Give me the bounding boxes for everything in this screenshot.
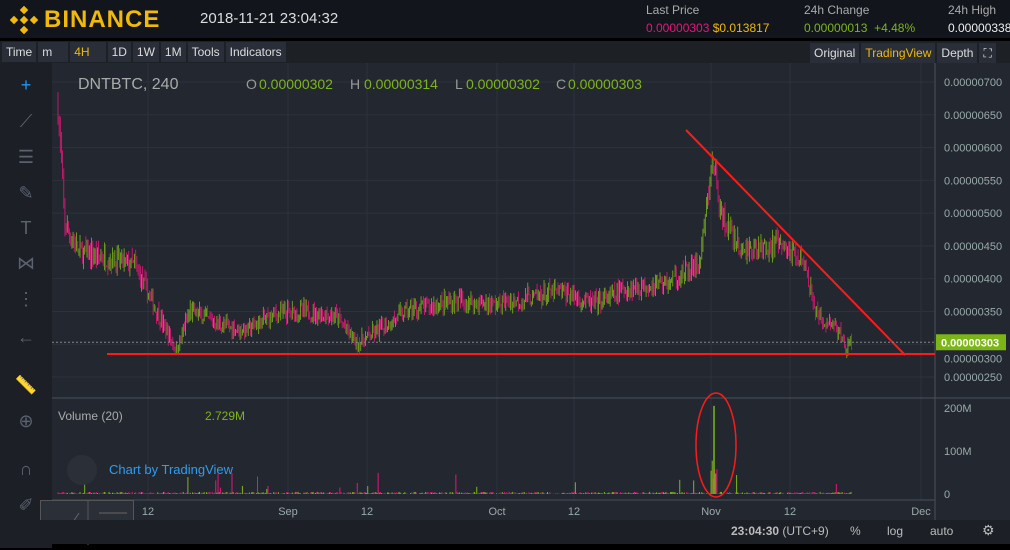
lock-icon[interactable]: ✐ — [18, 495, 34, 515]
time-tick-label: Sep — [278, 506, 298, 518]
binance-diamond-icon — [10, 6, 38, 34]
ohlc-legend: DNTBTC, 240 O 0.00000302 H 0.00000314 L 0.0000… — [78, 76, 642, 93]
chart-area[interactable]: 0.00000700 0.00000650 0.00000600 0.00000550… — [0, 63, 1010, 520]
highlight-ellipse — [695, 392, 737, 498]
price-tick-label: 0.00000550 — [944, 175, 1002, 187]
high-stat: 24h High 0.00000338 — [948, 3, 1010, 35]
price-tick-label: 0.00000650 — [944, 110, 1002, 122]
time-tick-label: 12 — [568, 506, 580, 518]
change-label: 24h Change — [804, 3, 870, 17]
pattern-icon[interactable]: ⋈ — [17, 253, 35, 273]
toolbar-m-button[interactable]: m — [38, 42, 69, 62]
price-tick-label: 0.00000700 — [944, 77, 1002, 89]
volume-tick-label: 200M — [944, 403, 972, 415]
chart-toolbar: Time m 4H 1D 1W 1M Tools Indicators Original Trad… — [0, 41, 1010, 63]
high-label: 24h High — [948, 3, 997, 17]
time-tick-label: 12 — [361, 506, 373, 518]
price-tick-label: 0.00000400 — [944, 274, 1002, 286]
prediction-icon[interactable]: ⋮ — [17, 289, 35, 309]
auto-toggle[interactable]: auto — [930, 524, 954, 538]
brush-icon[interactable]: ✎ — [18, 183, 34, 203]
view-tradingview-button[interactable]: TradingView — [861, 43, 936, 63]
magnet-icon[interactable]: ∩ — [19, 459, 33, 479]
view-switcher: Original TradingView Depth ⛶ — [810, 42, 996, 63]
tradingview-logo-icon — [67, 455, 97, 485]
server-time: 2018-11-21 23:04:32 — [200, 10, 339, 27]
arrow-left-icon[interactable]: ← — [17, 327, 35, 347]
legend-hv: 0.00000314 — [364, 76, 438, 92]
legend-o: O — [246, 76, 257, 92]
price-tick-label: 0.00000600 — [944, 143, 1002, 155]
legend-lv: 0.00000302 — [466, 76, 540, 92]
change-value: 0.00000013 — [804, 21, 868, 35]
ruler-icon[interactable]: 📏 — [14, 375, 38, 395]
change-pct: +4.48% — [874, 21, 916, 35]
toolbar-indicators-button[interactable]: Indicators — [225, 42, 286, 62]
legend-h: H — [350, 76, 360, 92]
last-price-tag-label: 0.00000303 — [941, 337, 999, 349]
toolbar-1w-button[interactable]: 1W — [132, 42, 159, 62]
toolbar-time-button[interactable]: Time — [2, 42, 37, 62]
high-value: 0.00000338 — [948, 21, 1010, 35]
volume-tick-label: 100M — [944, 446, 972, 458]
legend-c: C — [556, 76, 566, 92]
time-tick-label: 12 — [142, 506, 154, 518]
time-tick-label: Oct — [488, 506, 505, 518]
view-original-button[interactable]: Original — [810, 43, 860, 63]
trendline-icon[interactable]: ⟋ — [19, 111, 33, 131]
fullscreen-icon[interactable]: ⛶ — [979, 43, 996, 63]
zoom-in-icon[interactable]: ⊕ — [18, 411, 34, 431]
fib-icon[interactable]: ☰ — [17, 147, 35, 167]
price-tick-label: 0.00000250 — [944, 372, 1002, 384]
view-depth-button[interactable]: Depth — [937, 43, 978, 63]
crosshair-icon[interactable]: + — [20, 75, 32, 95]
last-price-label: Last Price — [646, 3, 700, 17]
binance-logo[interactable]: BINANCE — [10, 6, 160, 34]
percent-toggle[interactable]: % — [850, 524, 861, 538]
toolbar-4h-button[interactable]: 4H — [70, 42, 106, 62]
settings-gear-icon[interactable]: ⚙ — [982, 522, 995, 538]
price-tick-label: 0.00000450 — [944, 241, 1002, 253]
tradingview-watermark: Chart by TradingView — [109, 462, 234, 477]
volume-label: Volume (20) — [58, 409, 123, 423]
log-toggle[interactable]: log — [887, 524, 904, 538]
brand-name: BINANCE — [44, 6, 161, 33]
text-icon[interactable]: T — [20, 218, 32, 238]
drawing-sidebar: + ⟋ ☰ ✎ T ⋈ ⋮ ← 📏 ⊕ ∩ ✐ ∨ — [0, 63, 52, 548]
legend-l: L — [455, 76, 463, 92]
bottom-bar: 23:04:30 (UTC+9) % log auto ⚙ — [0, 520, 1010, 544]
last-price: 0.00000303 — [646, 21, 710, 35]
volume-tick-label: 0 — [944, 489, 950, 501]
time-tick-label: Nov — [701, 506, 721, 518]
toolbar-1d-button[interactable]: 1D — [107, 42, 131, 62]
toolbar-tools-button[interactable]: Tools — [187, 42, 224, 62]
trendline — [685, 129, 906, 356]
price-tick-label: 0.00000500 — [944, 208, 1002, 220]
change-stat: 24h Change 0.00000013 +4.48% — [804, 3, 915, 35]
toolbar-1m-button[interactable]: 1M — [160, 42, 186, 62]
last-price-usd: $0.013817 — [712, 21, 770, 35]
legend-symbol: DNTBTC, 240 — [78, 76, 179, 93]
price-tick-label: 0.00000350 — [944, 306, 1002, 318]
legend-ov: 0.00000302 — [259, 76, 333, 92]
chart-clock: 23:04:30 (UTC+9) — [731, 524, 829, 538]
header: BINANCE 2018-11-21 23:04:32 Last Price 0.… — [0, 0, 1010, 38]
time-tick-label: 12 — [784, 506, 796, 518]
last-price-tag — [936, 334, 1006, 351]
volume-value: 2.729M — [205, 409, 245, 423]
legend-cv: 0.00000303 — [568, 76, 642, 92]
last-price-stat: Last Price 0.00000303 $0.013817 — [646, 3, 769, 35]
price-chart[interactable]: 0.00000700 0.00000650 0.00000600 0.00000550… — [0, 63, 1010, 520]
price-tick-label: 0.00000300 — [944, 353, 1002, 365]
time-tick-label: Dec — [911, 506, 931, 518]
